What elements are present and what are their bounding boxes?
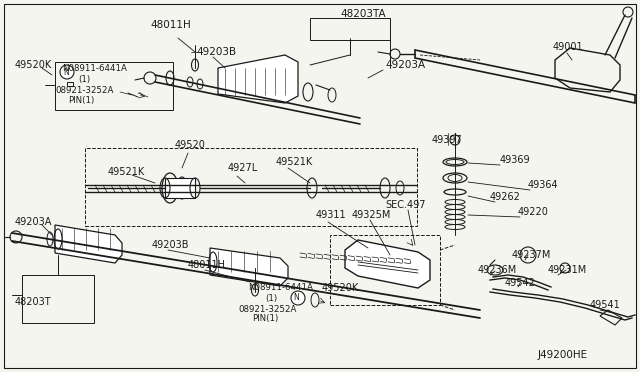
Text: 49220: 49220 bbox=[518, 207, 549, 217]
Text: 49521K: 49521K bbox=[276, 157, 313, 167]
Circle shape bbox=[60, 65, 74, 79]
Text: 49520K: 49520K bbox=[322, 283, 359, 293]
Bar bbox=[330, 235, 440, 305]
Text: 49520: 49520 bbox=[175, 140, 206, 150]
Bar bbox=[22, 275, 94, 323]
Text: 49369: 49369 bbox=[500, 155, 531, 165]
Text: (1): (1) bbox=[265, 295, 277, 304]
Bar bbox=[165, 178, 195, 198]
Text: 49542: 49542 bbox=[505, 278, 536, 288]
Circle shape bbox=[291, 291, 305, 305]
Text: 49203A: 49203A bbox=[15, 217, 52, 227]
Text: 49001: 49001 bbox=[553, 42, 584, 52]
Text: SEC.497: SEC.497 bbox=[385, 200, 426, 210]
Text: 49541: 49541 bbox=[590, 300, 621, 310]
Text: 49520K: 49520K bbox=[15, 60, 52, 70]
Text: 48203T: 48203T bbox=[15, 297, 52, 307]
Text: 49262: 49262 bbox=[490, 192, 521, 202]
Text: 48011H: 48011H bbox=[188, 260, 226, 270]
Bar bbox=[85, 148, 417, 226]
Text: 08921-3252A: 08921-3252A bbox=[55, 86, 113, 94]
Text: N08911-6441A: N08911-6441A bbox=[62, 64, 127, 73]
Bar bbox=[55, 62, 173, 110]
Text: 08921-3252A: 08921-3252A bbox=[238, 305, 296, 314]
Text: N: N bbox=[293, 294, 299, 302]
Polygon shape bbox=[218, 55, 298, 103]
Text: 49203A: 49203A bbox=[385, 60, 425, 70]
Text: 49521K: 49521K bbox=[108, 167, 145, 177]
Text: 49231M: 49231M bbox=[548, 265, 588, 275]
Bar bbox=[310, 18, 390, 40]
Bar bbox=[67, 82, 73, 86]
Text: N: N bbox=[63, 67, 69, 77]
Text: PIN(1): PIN(1) bbox=[252, 314, 278, 324]
Text: 49236M: 49236M bbox=[478, 265, 517, 275]
Text: 4927L: 4927L bbox=[228, 163, 259, 173]
Text: 49203B: 49203B bbox=[196, 47, 236, 57]
Text: 49364: 49364 bbox=[528, 180, 559, 190]
Text: 49397: 49397 bbox=[432, 135, 463, 145]
Polygon shape bbox=[55, 225, 122, 263]
Text: 49237M: 49237M bbox=[512, 250, 552, 260]
Text: N08911-6441A: N08911-6441A bbox=[248, 283, 313, 292]
Text: 48011H: 48011H bbox=[150, 20, 191, 30]
Text: 49203B: 49203B bbox=[152, 240, 189, 250]
Text: PIN(1): PIN(1) bbox=[68, 96, 94, 105]
Text: (1): (1) bbox=[78, 74, 90, 83]
Text: J49200HE: J49200HE bbox=[538, 350, 588, 360]
Polygon shape bbox=[345, 240, 430, 288]
Text: 48203TA: 48203TA bbox=[340, 9, 386, 19]
Text: 49325M: 49325M bbox=[352, 210, 392, 220]
Polygon shape bbox=[210, 248, 288, 286]
Text: 49311: 49311 bbox=[316, 210, 347, 220]
